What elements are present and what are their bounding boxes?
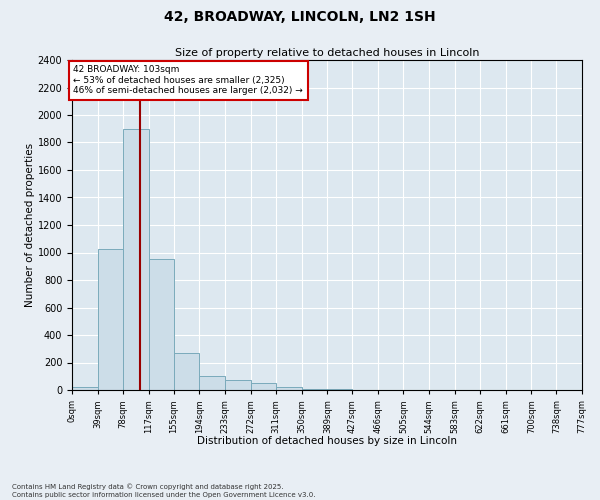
Title: Size of property relative to detached houses in Lincoln: Size of property relative to detached ho… (175, 48, 479, 58)
Text: 42, BROADWAY, LINCOLN, LN2 1SH: 42, BROADWAY, LINCOLN, LN2 1SH (164, 10, 436, 24)
Text: 42 BROADWAY: 103sqm
← 53% of detached houses are smaller (2,325)
46% of semi-det: 42 BROADWAY: 103sqm ← 53% of detached ho… (73, 66, 303, 96)
Bar (123, 128, 149, 390)
Bar (302, 388, 328, 390)
Text: Contains HM Land Registry data © Crown copyright and database right 2025.
Contai: Contains HM Land Registry data © Crown c… (12, 484, 316, 498)
Bar (225, 380, 251, 390)
Bar (174, 353, 199, 390)
Y-axis label: Number of detached properties: Number of detached properties (25, 143, 35, 307)
Bar (149, 260, 174, 390)
Bar (72, 386, 98, 390)
Bar (98, 249, 123, 390)
Bar (251, 383, 276, 390)
Bar (199, 376, 225, 390)
X-axis label: Distribution of detached houses by size in Lincoln: Distribution of detached houses by size … (197, 436, 457, 446)
Bar (276, 386, 302, 390)
